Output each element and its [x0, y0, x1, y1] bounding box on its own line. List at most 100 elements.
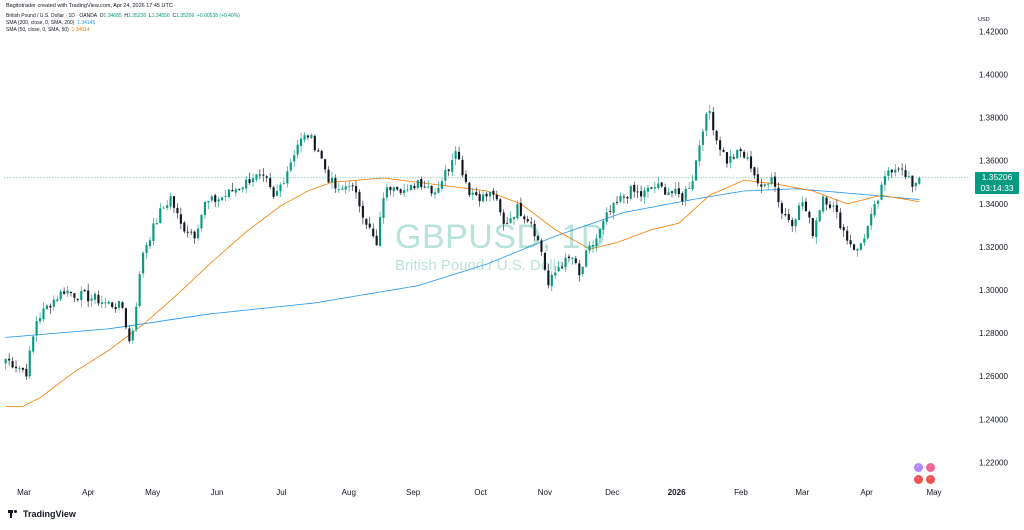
candle[interactable] [554, 265, 557, 279]
candle[interactable] [152, 217, 155, 246]
candle[interactable] [135, 302, 138, 333]
candle[interactable] [571, 257, 574, 265]
sma50-line[interactable] [5, 177, 920, 407]
candle[interactable] [670, 190, 674, 198]
candle[interactable] [227, 189, 231, 199]
candle[interactable] [739, 147, 742, 158]
candle[interactable] [368, 216, 371, 230]
candle[interactable] [485, 191, 488, 202]
candle[interactable] [650, 186, 653, 189]
candle[interactable] [269, 172, 272, 190]
candle[interactable] [262, 167, 265, 182]
candle[interactable] [818, 209, 821, 223]
candle[interactable] [56, 296, 59, 302]
candle[interactable] [286, 166, 289, 188]
candle[interactable] [148, 236, 152, 249]
candle[interactable] [536, 234, 540, 242]
candle[interactable] [588, 241, 591, 255]
candle[interactable] [344, 181, 347, 195]
candle[interactable] [911, 175, 914, 193]
candle[interactable] [59, 289, 62, 302]
candle[interactable] [657, 176, 660, 190]
candle[interactable] [516, 200, 519, 221]
candle[interactable] [179, 207, 182, 230]
candle[interactable] [887, 166, 890, 181]
candle[interactable] [622, 193, 625, 204]
candle[interactable] [698, 140, 701, 167]
flag-us-icon[interactable]: ◦ [926, 475, 935, 484]
candle[interactable] [907, 171, 911, 178]
candle[interactable] [190, 228, 193, 236]
candle[interactable] [667, 187, 670, 196]
candle[interactable] [767, 182, 770, 191]
candle[interactable] [76, 298, 79, 302]
candle[interactable] [330, 171, 334, 189]
candle[interactable] [798, 202, 801, 221]
candle[interactable] [543, 252, 546, 272]
candle[interactable] [777, 182, 780, 208]
candle[interactable] [306, 134, 310, 140]
candle[interactable] [21, 367, 24, 373]
candle[interactable] [385, 184, 389, 202]
candle[interactable] [605, 207, 608, 226]
candle[interactable] [471, 187, 474, 201]
candle[interactable] [207, 200, 210, 210]
candle[interactable] [705, 111, 708, 137]
candle[interactable] [403, 183, 406, 197]
candle[interactable] [753, 166, 756, 179]
candle[interactable] [609, 205, 612, 215]
candle[interactable] [852, 243, 856, 251]
candle[interactable] [773, 172, 777, 192]
candle[interactable] [561, 261, 564, 269]
candle[interactable] [90, 294, 93, 307]
candle[interactable] [454, 146, 457, 166]
candle[interactable] [901, 163, 904, 176]
candle[interactable] [396, 186, 399, 191]
candle[interactable] [63, 287, 66, 296]
candle[interactable] [437, 181, 440, 194]
event-marker-icon[interactable]: ◦ [914, 463, 923, 472]
candle[interactable] [210, 194, 213, 203]
candle[interactable] [694, 159, 698, 181]
candle[interactable] [674, 182, 677, 197]
candle[interactable] [430, 185, 433, 197]
candle[interactable] [176, 203, 179, 219]
candle[interactable] [904, 164, 907, 180]
candle[interactable] [49, 303, 52, 315]
candle[interactable] [791, 217, 794, 232]
candle[interactable] [883, 170, 887, 192]
candle[interactable] [14, 360, 18, 373]
candle[interactable] [337, 182, 340, 194]
candle[interactable] [664, 183, 667, 195]
candle[interactable] [275, 184, 279, 196]
candle[interactable] [18, 365, 21, 373]
candle[interactable] [25, 363, 28, 381]
candle[interactable] [615, 196, 619, 206]
candle[interactable] [749, 150, 753, 173]
candle[interactable] [433, 188, 437, 199]
candle[interactable] [523, 214, 526, 224]
candle[interactable] [124, 307, 127, 330]
candle[interactable] [725, 151, 729, 168]
candle[interactable] [416, 180, 419, 190]
candle[interactable] [866, 225, 869, 240]
candle[interactable] [856, 248, 859, 257]
candle[interactable] [372, 223, 375, 239]
candle[interactable] [770, 172, 773, 185]
candle[interactable] [495, 190, 498, 201]
candle[interactable] [890, 169, 893, 178]
candle[interactable] [52, 295, 55, 311]
candle[interactable] [35, 315, 38, 342]
candle[interactable] [155, 218, 158, 225]
candle[interactable] [382, 192, 385, 224]
candle[interactable] [300, 133, 303, 153]
legend-sma50-row[interactable]: SMA (50, close, 0, SMA, 50) 1.34014 [6, 27, 240, 34]
candle[interactable] [646, 184, 650, 199]
candle[interactable] [832, 201, 835, 213]
candle[interactable] [581, 266, 584, 277]
candle[interactable] [804, 197, 808, 212]
candle[interactable] [128, 325, 131, 344]
candle[interactable] [111, 302, 114, 309]
candle[interactable] [196, 224, 200, 241]
candle[interactable] [540, 238, 543, 257]
